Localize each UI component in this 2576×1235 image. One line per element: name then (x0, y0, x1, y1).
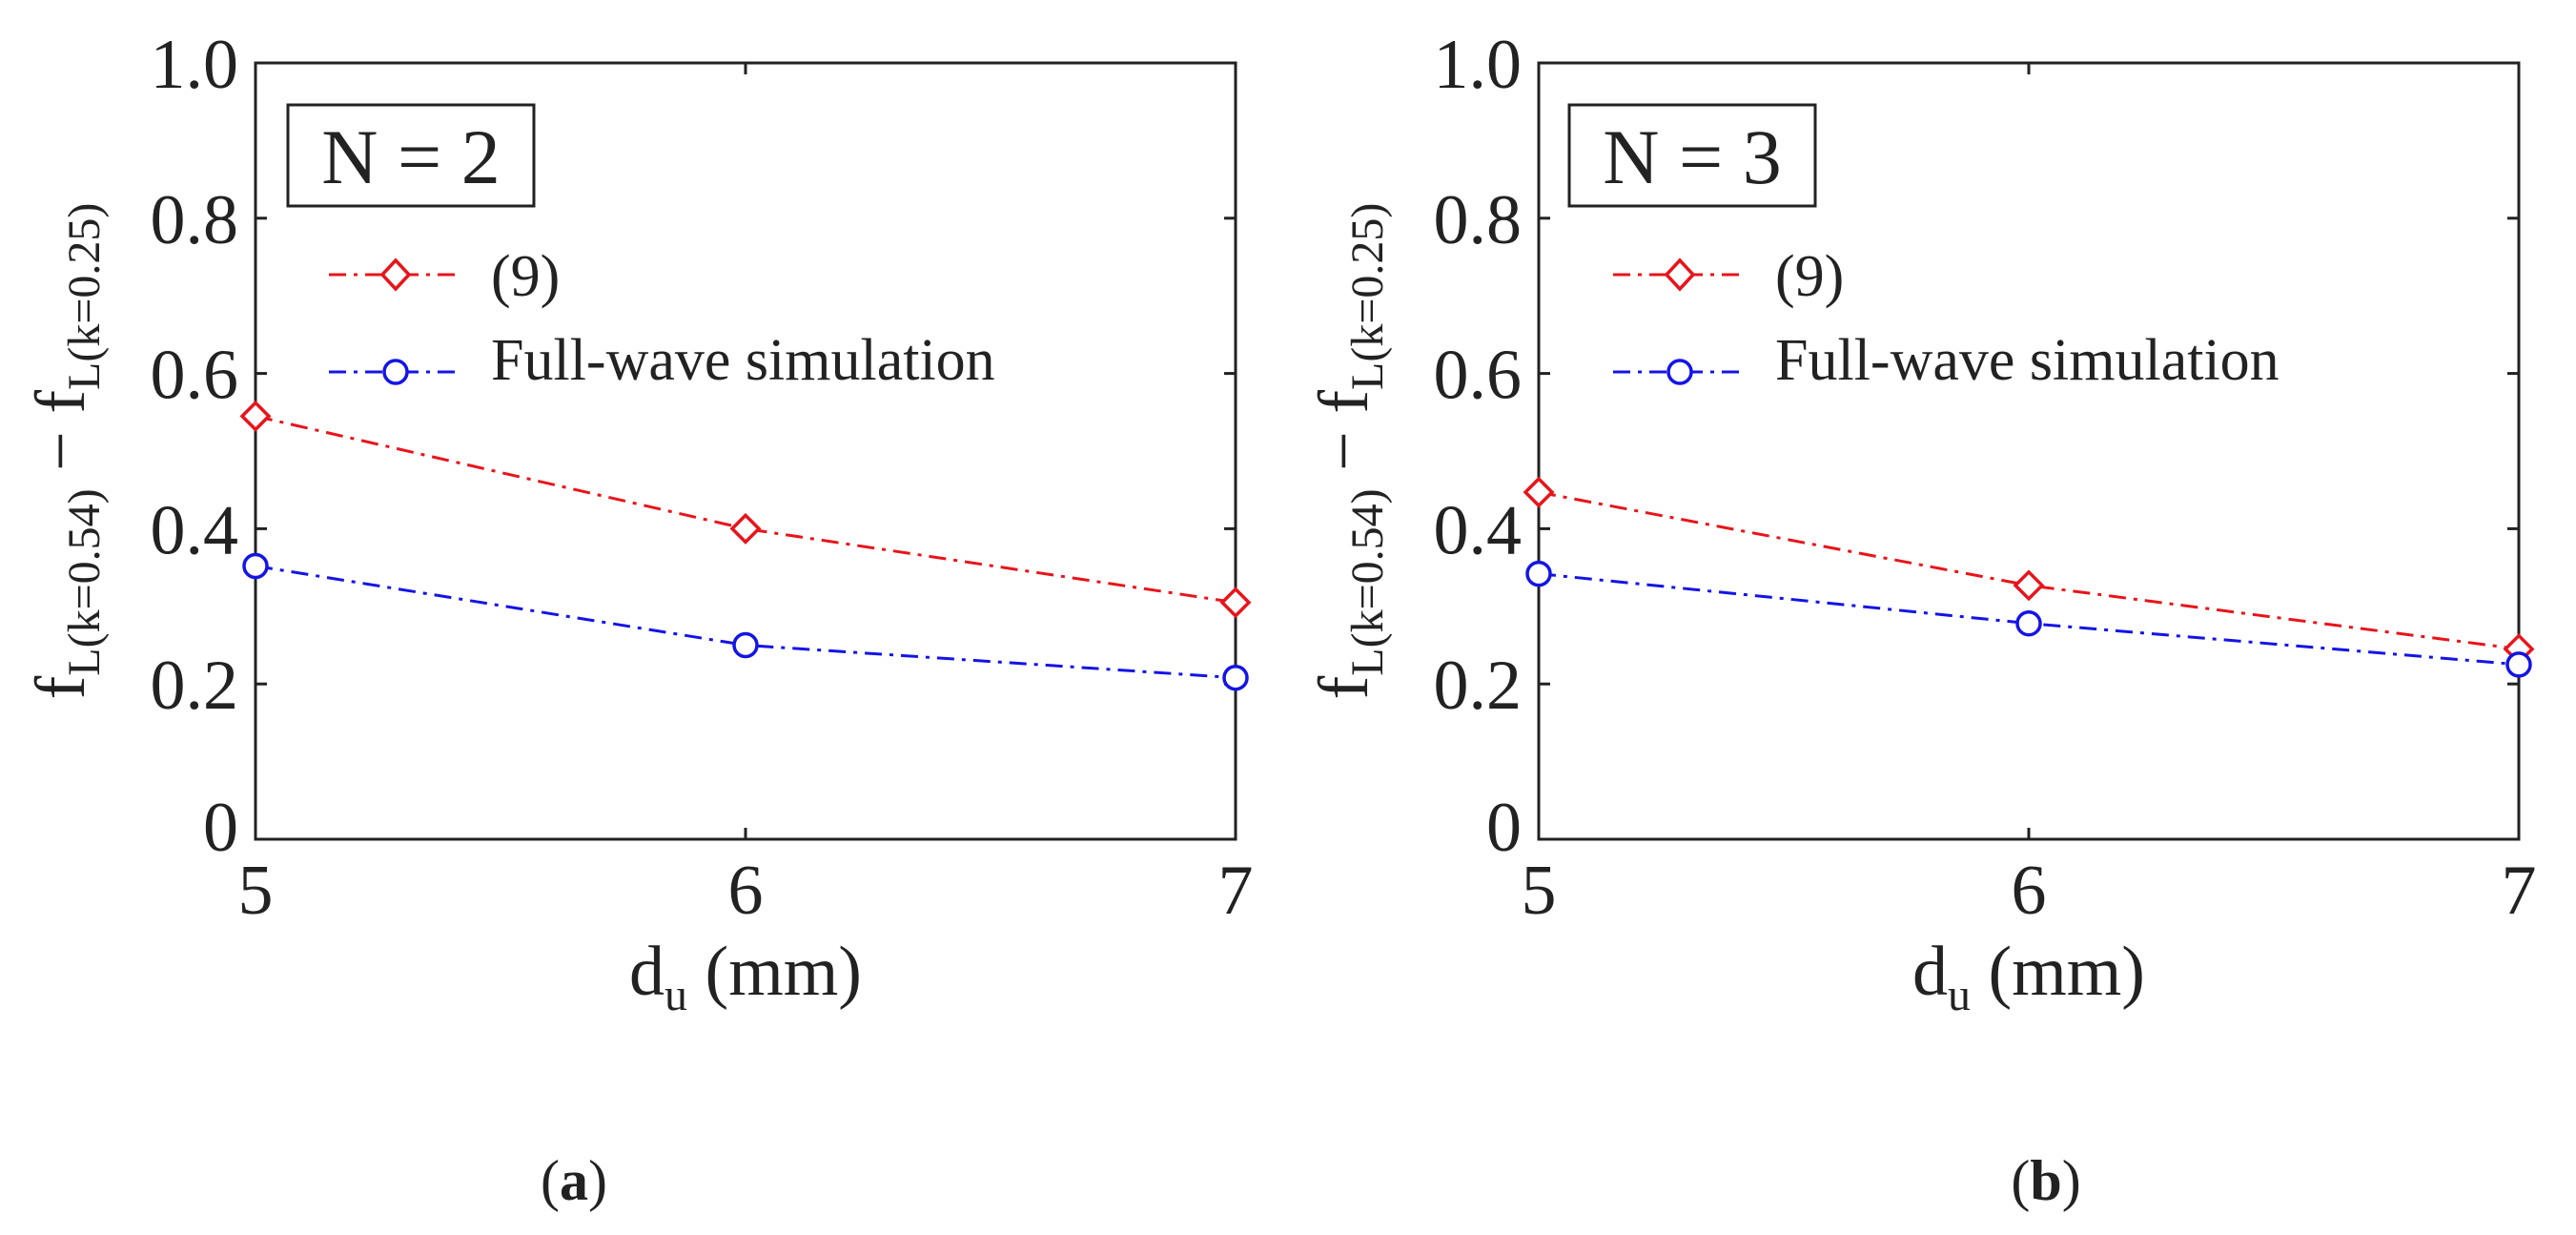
n-box-frame (1567, 103, 1817, 208)
legend-label-fullwave: Full-wave simulation (491, 328, 995, 393)
y-axis-label-sub1: L(k=0.54) (59, 488, 110, 675)
legend-entry-eq9: (9) (329, 244, 560, 309)
legend-label-fullwave: Full-wave simulation (1775, 328, 2280, 393)
y-axis-label-f1: f (22, 675, 100, 699)
data-point-diamond (1219, 587, 1252, 619)
y-axis-label-sub1: L(k=0.54) (1342, 488, 1393, 675)
tick-marks (1537, 61, 2521, 841)
y-tick-label: 0.4 (151, 491, 239, 569)
x-axis-label-unit: (mm) (1971, 933, 2145, 1011)
legend: (9) Full-wave simulation (1613, 244, 2280, 393)
x-axis-label-sub: u (1948, 970, 1971, 1020)
legend-entry-eq9: (9) (1613, 244, 1844, 309)
y-axis-label-sub2: L(k=0.25) (59, 203, 110, 390)
panel-label-letter: a (560, 1149, 588, 1212)
y-tick-label: 0 (203, 789, 238, 867)
y-axis-label: fL(k=0.54) − fL(k=0.25) (1305, 203, 1393, 700)
y-tick-labels: 0 0.2 0.4 0.6 0.8 1.0 (151, 26, 239, 867)
y-tick-labels: 0 0.2 0.4 0.6 0.8 1.0 (1434, 26, 1523, 867)
panel-label-close: ) (588, 1149, 607, 1212)
legend: (9) Full-wave simulation (329, 244, 995, 393)
data-point-circle (1525, 560, 1552, 587)
data-point-circle (2505, 651, 2532, 678)
y-axis-label-sub2: L(k=0.25) (1342, 203, 1393, 390)
series-line-fullwave (255, 564, 1237, 680)
legend-circle-icon (382, 359, 409, 385)
x-tick-label: 5 (1522, 852, 1557, 930)
data-point-diamond (239, 400, 272, 432)
x-axis-label-main: d (629, 933, 664, 1011)
legend-diamond-icon (379, 257, 412, 292)
y-axis-label-f2: f (1305, 390, 1383, 414)
x-tick-labels: 5 6 7 (238, 852, 1254, 930)
panel-label-letter: b (2030, 1149, 2061, 1212)
legend-label-eq9: (9) (491, 244, 560, 309)
n-box-label: N = 3 (1603, 113, 1781, 200)
legend-label-eq9: (9) (1775, 244, 1844, 309)
legend-diamond-icon (1664, 257, 1696, 292)
x-axis-label: du (mm) (629, 933, 862, 1020)
n-box-frame (286, 103, 536, 208)
y-axis-label-minus: − (22, 414, 100, 489)
panel-label: (a) (541, 1149, 607, 1212)
x-axis-label-sub: u (664, 970, 687, 1020)
y-axis-label-f1: f (1305, 675, 1383, 699)
x-axis-label: du (mm) (1912, 933, 2145, 1020)
n-box: N = 3 (1567, 103, 1817, 208)
y-tick-label: 0.6 (151, 337, 239, 415)
x-tick-label: 5 (238, 852, 274, 930)
x-axis-label-unit: (mm) (687, 933, 862, 1011)
y-axis-label: fL(k=0.54) − fL(k=0.25) (22, 203, 110, 700)
y-tick-label: 0.4 (1434, 491, 1523, 569)
data-point-circle (1222, 664, 1249, 691)
data-point-diamond (1523, 476, 1555, 508)
x-tick-label: 6 (2012, 852, 2047, 930)
panel-b: 0 0.2 0.4 0.6 0.8 1.0 5 6 7 N = 3 (9) Full-wave… (1305, 26, 2537, 1212)
panel-label: (b) (2011, 1149, 2080, 1212)
data-point-circle (2015, 609, 2042, 637)
series-layer (239, 400, 1252, 691)
data-point-circle (242, 552, 269, 580)
data-point-circle (732, 631, 759, 659)
x-axis-label-main: d (1912, 933, 1948, 1011)
panel-label-open: ( (2011, 1149, 2030, 1212)
y-tick-label: 0.8 (1434, 181, 1523, 259)
y-tick-label: 0.2 (1434, 647, 1523, 725)
n-box: N = 2 (286, 103, 536, 208)
y-axis-label-f2: f (22, 390, 100, 414)
legend-circle-icon (1666, 359, 1693, 385)
y-tick-label: 0.8 (151, 181, 239, 259)
x-tick-label: 6 (728, 852, 764, 930)
legend-entry-fullwave: Full-wave simulation (329, 328, 995, 393)
y-tick-label: 0.2 (151, 647, 239, 725)
y-axis-label-minus: − (1305, 414, 1383, 489)
n-box-label: N = 2 (321, 113, 500, 200)
data-point-diamond (729, 512, 762, 545)
y-tick-label: 1.0 (151, 26, 239, 104)
x-tick-label: 7 (1218, 852, 1254, 930)
x-tick-label: 7 (2502, 852, 2537, 930)
y-tick-label: 0.6 (1434, 337, 1523, 415)
series-line-eq9 (255, 414, 1237, 605)
panel-label-open: ( (541, 1149, 560, 1212)
series-layer (1523, 476, 2535, 678)
y-tick-label: 0 (1486, 789, 1522, 867)
y-tick-label: 1.0 (1434, 26, 1523, 104)
panel-a: 0 0.2 0.4 0.6 0.8 1.0 5 6 7 N = 2 (9) Full-wave… (22, 26, 1254, 1212)
panel-label-close: ) (2062, 1149, 2081, 1212)
data-point-diamond (2013, 569, 2045, 602)
x-tick-labels: 5 6 7 (1522, 852, 2537, 930)
legend-entry-fullwave: Full-wave simulation (1613, 328, 2280, 393)
